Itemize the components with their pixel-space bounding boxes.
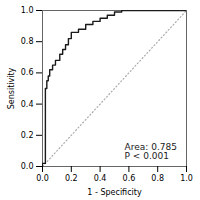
svg-text:0.0: 0.0 <box>21 162 34 171</box>
svg-text:Sensitivity: Sensitivity <box>7 67 16 109</box>
svg-text:Area: 0.785P < 0.001: Area: 0.785P < 0.001 <box>125 142 177 161</box>
svg-text:0.6: 0.6 <box>21 68 34 77</box>
svg-text:0.8: 0.8 <box>151 174 164 183</box>
svg-text:1 - Specificity: 1 - Specificity <box>87 188 142 197</box>
svg-text:0.0: 0.0 <box>36 174 49 183</box>
svg-text:0.4: 0.4 <box>21 100 34 109</box>
svg-text:1.0: 1.0 <box>180 174 193 183</box>
svg-text:0.2: 0.2 <box>65 174 78 183</box>
svg-text:1.0: 1.0 <box>21 6 34 15</box>
svg-text:0.4: 0.4 <box>94 174 107 183</box>
svg-text:0.6: 0.6 <box>123 174 136 183</box>
svg-text:0.8: 0.8 <box>21 37 34 46</box>
svg-text:0.2: 0.2 <box>21 131 34 140</box>
